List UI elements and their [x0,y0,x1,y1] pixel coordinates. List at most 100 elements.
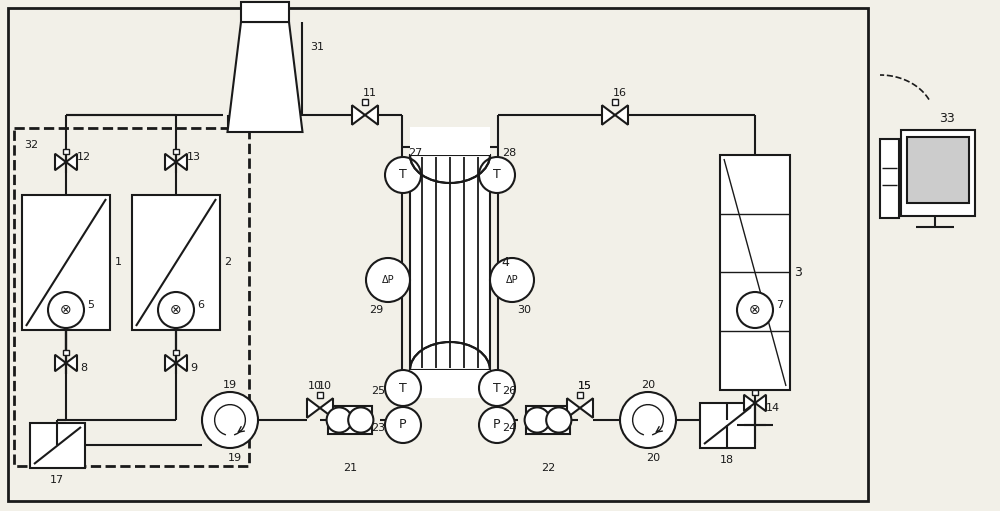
Text: 19: 19 [228,453,242,463]
Polygon shape [615,105,628,125]
Polygon shape [320,398,333,418]
Text: 22: 22 [541,463,555,473]
Circle shape [366,258,410,302]
Bar [410,155,490,370]
Circle shape [737,292,773,328]
Text: 5: 5 [88,300,94,310]
Text: 10: 10 [318,381,332,391]
Polygon shape [365,105,378,125]
Text: 15: 15 [578,381,592,391]
Polygon shape [165,154,176,170]
Polygon shape [352,105,365,125]
Text: T: T [493,169,501,181]
Text: 4: 4 [501,256,509,268]
Bar [700,403,755,448]
Text: 1: 1 [114,257,122,267]
Circle shape [158,292,194,328]
Text: 15: 15 [578,381,592,391]
Polygon shape [55,355,66,371]
Circle shape [479,407,515,443]
Polygon shape [66,355,77,371]
Bar [14,128,249,466]
Text: ⊗: ⊗ [170,303,182,317]
Text: ⊗: ⊗ [749,303,761,317]
Bar [410,127,490,155]
Text: 31: 31 [310,42,324,52]
Polygon shape [580,398,593,418]
Bar [526,406,570,434]
Circle shape [620,392,676,448]
Text: ΔP: ΔP [382,275,394,285]
Text: 29: 29 [369,305,383,315]
Circle shape [546,407,571,433]
Text: 26: 26 [502,386,516,396]
Bar [22,195,110,330]
Polygon shape [744,395,755,411]
Bar [8,8,868,501]
Circle shape [479,157,515,193]
Text: 2: 2 [224,257,232,267]
Circle shape [348,407,373,433]
Text: 33: 33 [939,111,955,125]
Text: 6: 6 [198,300,205,310]
Text: 20: 20 [646,453,660,463]
Polygon shape [55,154,66,170]
Polygon shape [307,398,320,418]
Text: 25: 25 [371,386,385,396]
Circle shape [385,157,421,193]
Bar [132,195,220,330]
Bar [328,406,372,434]
Bar [410,370,490,398]
Text: 8: 8 [80,363,88,373]
Circle shape [385,370,421,406]
Text: 3: 3 [794,266,802,278]
Polygon shape [755,395,766,411]
Polygon shape [176,355,187,371]
Text: 20: 20 [641,380,655,390]
Text: 11: 11 [363,88,377,98]
Text: 18: 18 [720,455,734,465]
Text: T: T [493,382,501,394]
Bar [63,350,69,355]
Circle shape [490,258,534,302]
Text: 7: 7 [776,300,784,310]
Circle shape [48,292,84,328]
Text: ⊗: ⊗ [60,303,72,317]
Bar [577,392,583,398]
Circle shape [385,407,421,443]
Circle shape [202,392,258,448]
Bar [362,100,368,105]
Text: 30: 30 [517,305,531,315]
Text: 9: 9 [190,363,198,373]
Polygon shape [602,105,615,125]
Text: 12: 12 [77,152,91,162]
Text: 28: 28 [502,148,516,158]
Polygon shape [567,398,580,418]
Text: 14: 14 [766,403,780,413]
Text: 32: 32 [24,140,38,150]
Text: P: P [493,419,501,431]
Text: ΔP: ΔP [506,275,518,285]
Bar [173,149,179,154]
Text: 13: 13 [187,152,201,162]
Circle shape [525,407,550,433]
Text: T: T [399,169,407,181]
Bar [907,136,969,202]
Bar [241,2,289,22]
Text: P: P [399,419,407,431]
Polygon shape [228,22,302,132]
Bar [720,155,790,390]
Bar [30,423,85,468]
Bar [901,130,975,216]
Polygon shape [66,154,77,170]
Circle shape [479,370,515,406]
Text: 17: 17 [50,475,64,485]
Text: 21: 21 [343,463,357,473]
Bar [880,139,899,218]
Bar [173,350,179,355]
Bar [317,392,323,398]
Bar [63,149,69,154]
Polygon shape [176,154,187,170]
Circle shape [327,407,352,433]
Text: 24: 24 [502,423,516,433]
